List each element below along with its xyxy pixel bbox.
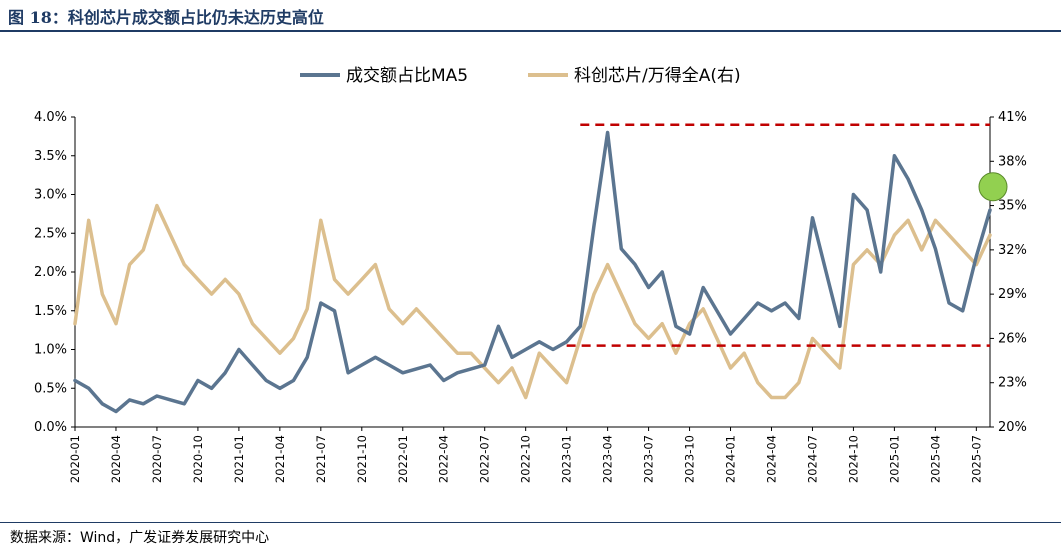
x-tick-label: 2020-10 [191,435,205,483]
right-tick-label: 20% [998,420,1027,435]
right-tick-label: 26% [998,331,1027,346]
legend-label-turnover-share: 成交额占比MA5 [346,66,468,86]
left-tick-label: 4.0% [34,110,67,125]
left-tick-label: 1.0% [34,343,67,358]
x-tick-label: 2022-04 [437,435,451,483]
x-tick-label: 2020-01 [68,435,82,483]
source-note: 数据来源：Wind，广发证券发展研究中心 [10,530,270,546]
right-tick-label: 41% [998,110,1027,125]
highlight-circle [978,172,1008,202]
title-rule [0,30,1061,32]
right-tick-label: 32% [998,243,1027,258]
left-tick-label: 2.5% [34,226,67,241]
x-tick-label: 2021-01 [232,435,246,483]
x-tick-label: 2021-04 [273,435,287,483]
x-tick-label: 2024-10 [846,435,860,483]
x-tick-label: 2020-04 [109,435,123,483]
right-tick-label: 35% [998,199,1027,214]
x-tick-label: 2023-04 [601,435,615,483]
left-tick-label: 3.5% [34,149,67,164]
legend-label-chip-ratio: 科创芯片/万得全A(右) [574,66,741,86]
x-tick-label: 2024-04 [764,435,778,483]
x-tick-label: 2023-07 [642,435,656,483]
chart-title: 图 18：科创芯片成交额占比仍未达历史高位 [8,8,324,27]
x-tick-label: 2024-07 [805,435,819,483]
x-tick-label: 2021-10 [355,435,369,483]
source-rule [0,522,1061,523]
x-tick-label: 2025-04 [928,435,942,483]
series-line-turnover-share [73,130,992,414]
left-tick-label: 1.5% [34,304,67,319]
left-tick-label: 2.0% [34,265,67,280]
x-tick-label: 2020-07 [150,435,164,483]
x-tick-label: 2023-01 [560,435,574,483]
x-tick-label: 2025-01 [887,435,901,483]
x-tick-label: 2025-07 [969,435,983,483]
right-tick-label: 29% [998,287,1027,302]
left-tick-label: 3.0% [34,188,67,203]
x-tick-label: 2023-10 [683,435,697,483]
series-line-chip-ratio [73,203,992,400]
x-tick-label: 2022-10 [519,435,533,483]
x-tick-label: 2022-01 [396,435,410,483]
x-tick-label: 2022-07 [478,435,492,483]
x-tick-label: 2021-07 [314,435,328,483]
right-tick-label: 23% [998,376,1027,391]
left-tick-label: 0.5% [34,381,67,396]
x-tick-label: 2024-01 [724,435,738,483]
right-tick-label: 38% [998,154,1027,169]
left-tick-label: 0.0% [34,420,67,435]
